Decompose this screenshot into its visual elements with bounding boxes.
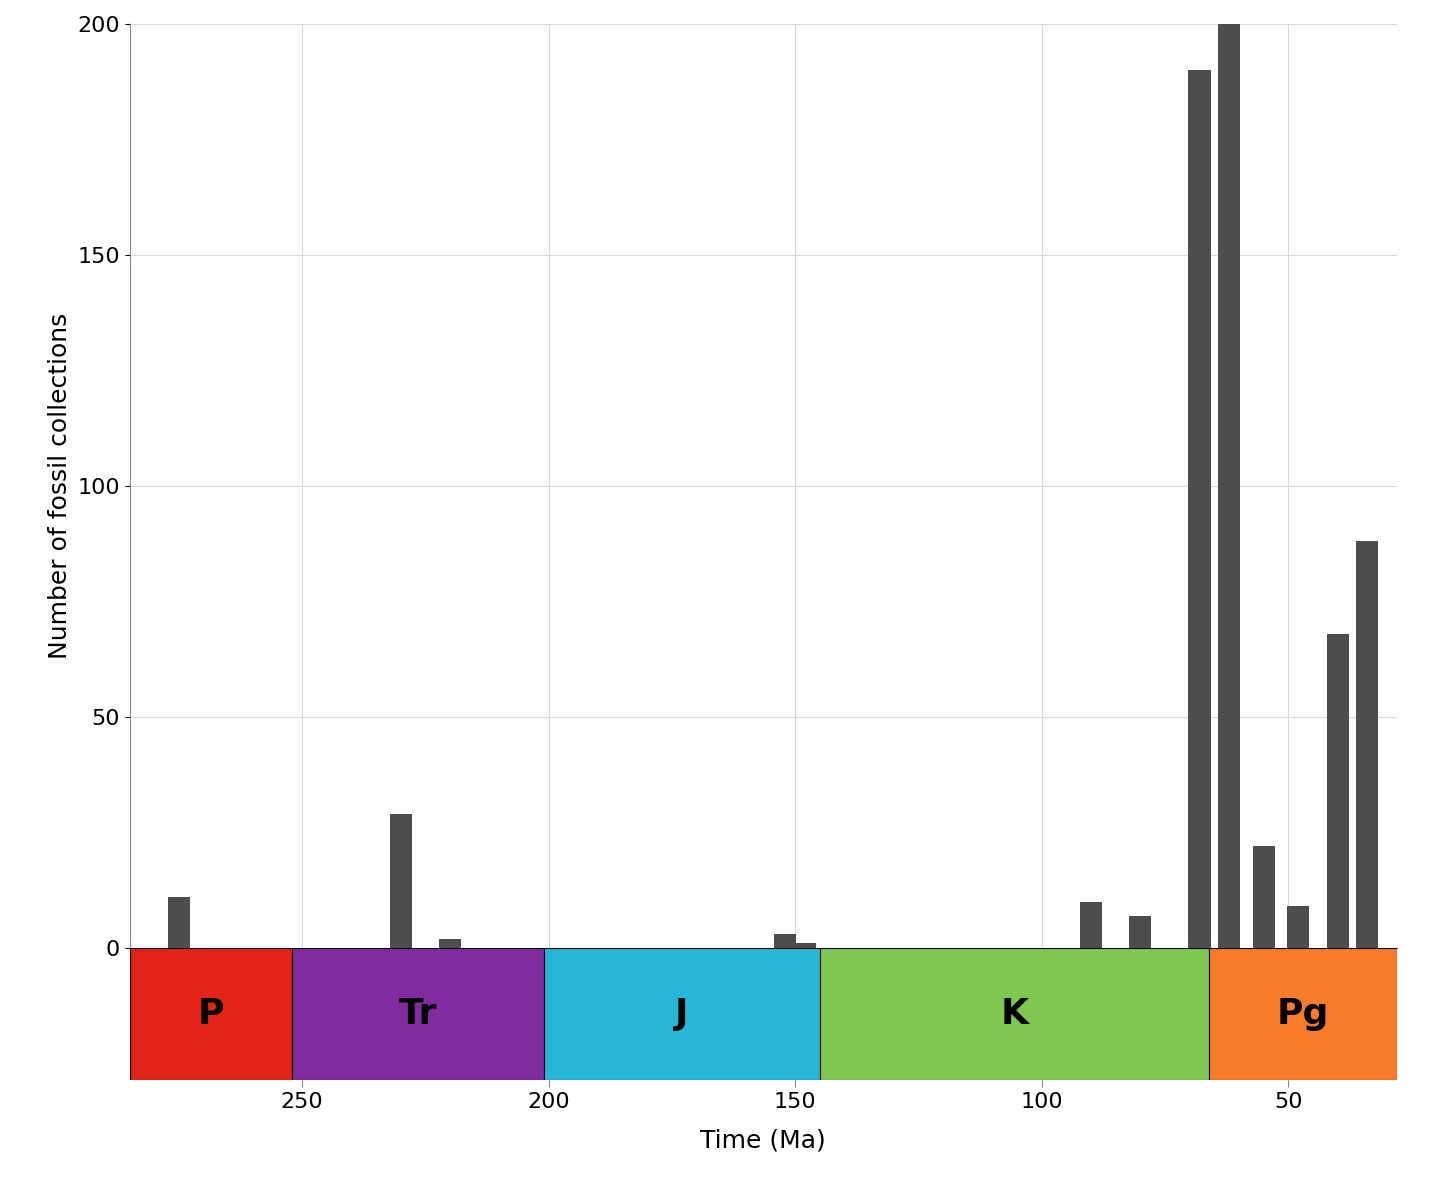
Bar (292, 948, 544, 1080)
Y-axis label: Number of fossil collections: Number of fossil collections (48, 313, 72, 659)
Bar (1356, 541, 1378, 948)
Text: K: K (1001, 997, 1028, 1031)
Bar (1080, 902, 1102, 948)
Text: P: P (197, 997, 225, 1031)
Bar (1253, 846, 1274, 948)
Bar (1326, 634, 1349, 948)
Bar (130, 948, 292, 1080)
Bar (819, 948, 1210, 1080)
Text: J: J (675, 997, 688, 1031)
Bar (544, 948, 819, 1080)
Bar (1287, 906, 1309, 948)
Bar (775, 934, 796, 948)
Bar (793, 943, 816, 948)
Bar (1210, 948, 1397, 1080)
X-axis label: Time (Ma): Time (Ma) (700, 1128, 827, 1152)
Bar (1218, 24, 1240, 948)
Bar (439, 938, 461, 948)
Text: Pg: Pg (1277, 997, 1329, 1031)
Text: Tr: Tr (399, 997, 438, 1031)
Bar (390, 814, 412, 948)
Bar (1188, 70, 1211, 948)
Bar (168, 898, 190, 948)
Bar (1129, 916, 1152, 948)
